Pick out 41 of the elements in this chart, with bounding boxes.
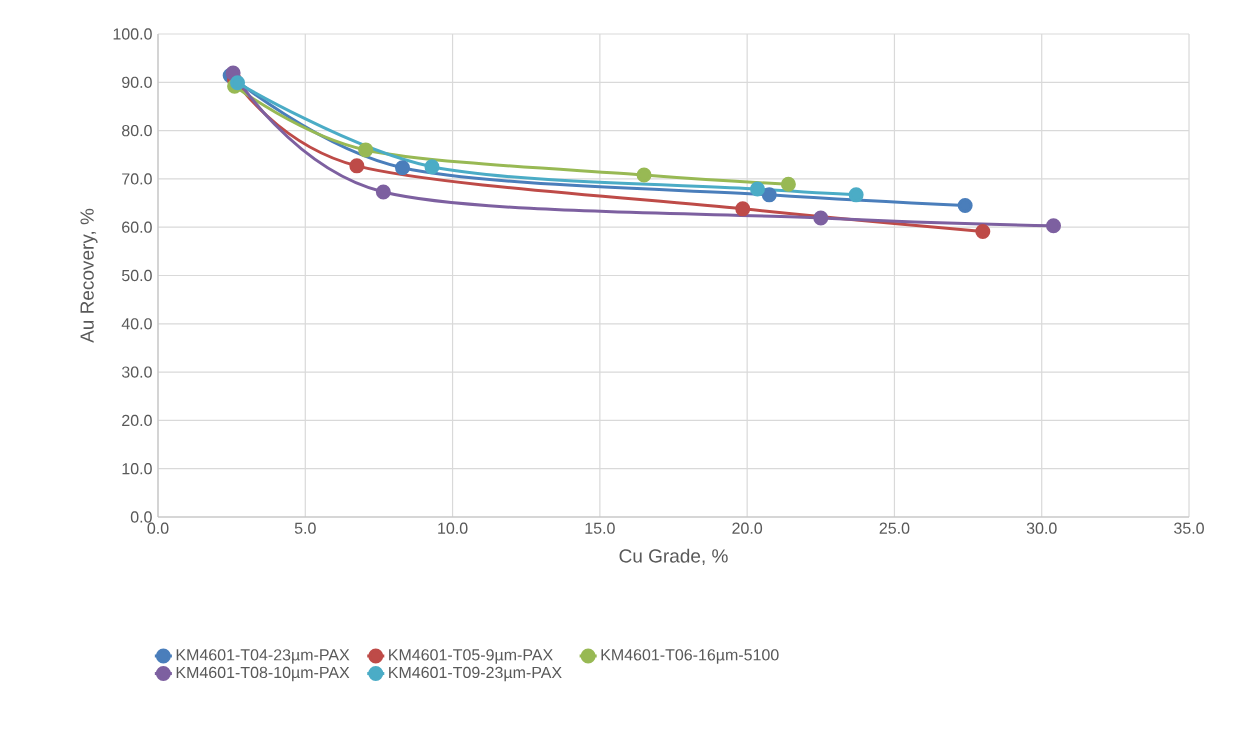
y-tick-label: 90.0 bbox=[122, 76, 152, 88]
x-tick-label: 0.0 bbox=[147, 522, 169, 534]
legend-label: KM4601-T09-23µm-PAX bbox=[389, 666, 562, 682]
x-tick-label: 5.0 bbox=[294, 522, 316, 534]
y-tick-label: 80.0 bbox=[122, 124, 152, 137]
point bbox=[735, 201, 751, 217]
x-tick-label: 15.0 bbox=[585, 522, 615, 534]
y-tick-label: 60.0 bbox=[122, 221, 152, 233]
point bbox=[761, 187, 777, 203]
point bbox=[358, 142, 374, 158]
y-tick-label: 100.0 bbox=[113, 28, 152, 40]
point bbox=[813, 210, 829, 226]
point bbox=[1046, 218, 1062, 234]
point bbox=[424, 159, 440, 175]
legend-label: KM4601-T04-23µm-PAX bbox=[176, 649, 350, 664]
legend-label: KM4601-T06-16µm-5100 bbox=[601, 649, 779, 664]
y-tick-label: 10.0 bbox=[122, 463, 152, 475]
y-tick-label: 50.0 bbox=[121, 269, 152, 282]
point bbox=[375, 184, 391, 200]
point bbox=[975, 224, 991, 240]
y-axis-title: Au Recovery, % bbox=[80, 208, 98, 343]
y-tick-label: 0.0 bbox=[130, 511, 152, 523]
point bbox=[395, 160, 410, 176]
y-tick-label: 40.0 bbox=[121, 318, 152, 330]
x-tick-label: 25.0 bbox=[879, 522, 910, 534]
point bbox=[848, 187, 864, 203]
legend-label: KM4601-T08-10µm-PAX bbox=[176, 666, 350, 682]
x-tick-label: 30.0 bbox=[1026, 522, 1057, 534]
point bbox=[780, 176, 796, 192]
x-tick-label: 20.0 bbox=[732, 522, 763, 534]
x-tick-label: 10.0 bbox=[438, 522, 468, 534]
legend-label: KM4601-T05-9µm-PAX bbox=[389, 649, 553, 664]
point bbox=[349, 158, 365, 174]
point bbox=[749, 181, 765, 197]
y-tick-label: 70.0 bbox=[122, 173, 152, 185]
point bbox=[957, 197, 973, 213]
y-tick-label: 30.0 bbox=[121, 366, 152, 378]
x-axis-title: Cu Grade, % bbox=[619, 548, 728, 565]
y-tick-label: 20.0 bbox=[122, 414, 152, 427]
x-tick-label: 35.0 bbox=[1174, 522, 1204, 534]
point bbox=[636, 167, 652, 183]
